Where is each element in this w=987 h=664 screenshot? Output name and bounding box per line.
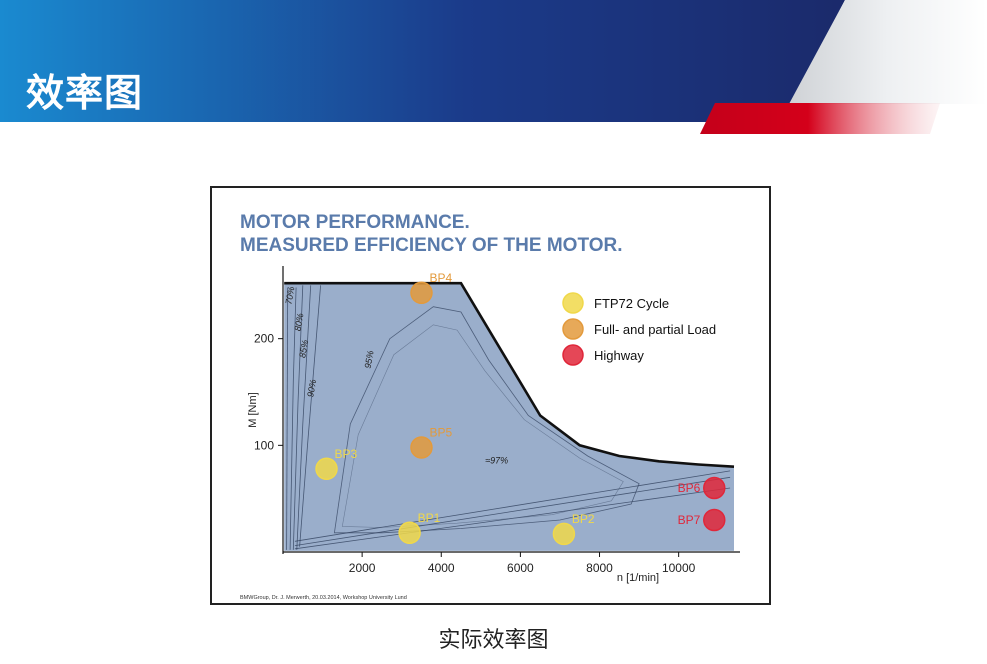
point-bp1 bbox=[398, 521, 421, 545]
point-bp6 bbox=[703, 476, 726, 500]
iso-line-4 bbox=[296, 285, 312, 550]
iso-line-2 bbox=[289, 287, 297, 550]
x-tick-label: 6000 bbox=[507, 561, 534, 575]
y-tick-label: 200 bbox=[254, 332, 274, 346]
efficiency-label-5: 95% bbox=[363, 350, 376, 369]
page-title: 效率图 bbox=[26, 71, 144, 115]
efficiency-label-3: 85% bbox=[297, 339, 310, 358]
full-load-envelope-line bbox=[284, 281, 735, 468]
legend-label-1: FTP72 Cycle bbox=[594, 296, 669, 311]
legend-label-2: Full- and partial Load bbox=[594, 322, 716, 337]
efficiency-label-4: 90% bbox=[305, 379, 318, 398]
figure-caption: 实际效率图 bbox=[438, 628, 549, 653]
y-tick-label: 100 bbox=[254, 438, 274, 452]
efficiency-label-1: 70% bbox=[283, 286, 296, 305]
x-tick-label: 8000 bbox=[586, 561, 613, 575]
y-axis-label: M [Nm] bbox=[247, 392, 259, 427]
iso-line-97 bbox=[341, 324, 624, 528]
chart-title-line-2: MEASURED EFFICIENCY OF THE MOTOR. bbox=[240, 235, 623, 256]
efficiency-label-6: ≈97% bbox=[485, 455, 508, 465]
x-tick-label: 10000 bbox=[662, 561, 696, 575]
point-label-bp2: BP2 bbox=[572, 512, 595, 526]
iso-line-3 bbox=[292, 285, 304, 550]
point-bp5 bbox=[410, 436, 433, 459]
efficiency-label-2: 80% bbox=[293, 312, 306, 331]
iso-line-95 bbox=[333, 306, 640, 534]
point-label-bp5: BP5 bbox=[429, 425, 452, 439]
legend-swatch-2 bbox=[562, 318, 584, 340]
plot-area: 70% 80% 85% 90% 95% ≈97% 2000 4000 6000 8000 10000… bbox=[254, 266, 740, 575]
point-label-bp4: BP4 bbox=[429, 271, 452, 285]
point-bp4 bbox=[410, 281, 433, 305]
iso-line-1 bbox=[286, 287, 289, 550]
chart-figure: MOTOR PERFORMANCE. MEASURED EFFICIENCY O… bbox=[210, 186, 771, 605]
point-label-bp7: BP7 bbox=[678, 513, 701, 527]
legend-swatch-3 bbox=[562, 344, 584, 366]
iso-line-7 bbox=[294, 476, 731, 546]
iso-line-5 bbox=[299, 285, 321, 547]
chart-title-line-1: MOTOR PERFORMANCE. bbox=[240, 212, 470, 233]
point-label-bp6: BP6 bbox=[678, 481, 701, 495]
point-bp3 bbox=[315, 457, 338, 481]
x-tick-label: 2000 bbox=[349, 561, 376, 575]
header-band bbox=[0, 0, 987, 134]
point-label-bp1: BP1 bbox=[418, 511, 441, 525]
point-label-bp3: BP3 bbox=[335, 447, 358, 461]
legend-swatch-1 bbox=[562, 292, 584, 314]
source-credit: BMWGroup, Dr. J. Merwerth, 20.03.2014, W… bbox=[240, 595, 407, 601]
x-axis-label: n [1/min] bbox=[617, 572, 659, 584]
chart-legend: FTP72 Cycle Full- and partial Load Highway bbox=[562, 292, 716, 366]
efficiency-map-svg: MOTOR PERFORMANCE. MEASURED EFFICIENCY O… bbox=[240, 212, 740, 601]
iso-line-8 bbox=[294, 470, 731, 542]
point-bp2 bbox=[552, 522, 576, 546]
x-tick-label: 4000 bbox=[428, 561, 455, 575]
point-bp7 bbox=[703, 508, 726, 532]
legend-label-3: Highway bbox=[594, 348, 644, 363]
